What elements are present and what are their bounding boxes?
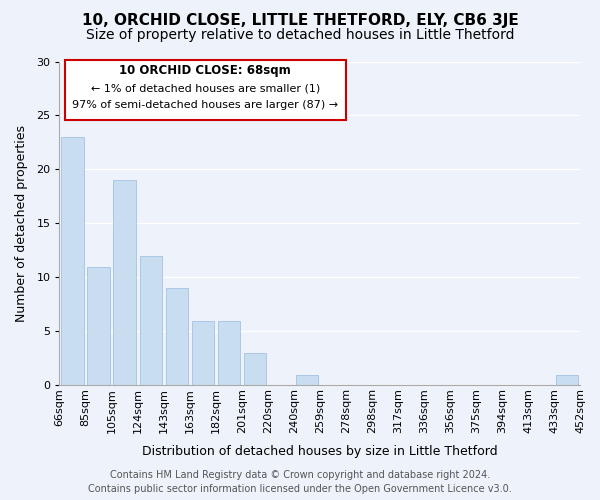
Bar: [296, 374, 318, 386]
Text: Contains HM Land Registry data © Crown copyright and database right 2024.
Contai: Contains HM Land Registry data © Crown c…: [88, 470, 512, 494]
Text: ← 1% of detached houses are smaller (1): ← 1% of detached houses are smaller (1): [91, 83, 320, 93]
Bar: [191, 320, 214, 386]
Bar: [244, 353, 266, 386]
Bar: [556, 374, 578, 386]
Y-axis label: Number of detached properties: Number of detached properties: [15, 125, 28, 322]
Text: Size of property relative to detached houses in Little Thetford: Size of property relative to detached ho…: [86, 28, 514, 42]
Bar: [113, 180, 136, 386]
Bar: [166, 288, 188, 386]
Bar: [61, 137, 83, 386]
X-axis label: Distribution of detached houses by size in Little Thetford: Distribution of detached houses by size …: [142, 444, 497, 458]
Bar: [140, 256, 161, 386]
FancyBboxPatch shape: [65, 60, 346, 120]
Text: 10 ORCHID CLOSE: 68sqm: 10 ORCHID CLOSE: 68sqm: [119, 64, 291, 77]
Bar: [88, 266, 110, 386]
Text: 97% of semi-detached houses are larger (87) →: 97% of semi-detached houses are larger (…: [72, 100, 338, 110]
Bar: [218, 320, 240, 386]
Text: 10, ORCHID CLOSE, LITTLE THETFORD, ELY, CB6 3JE: 10, ORCHID CLOSE, LITTLE THETFORD, ELY, …: [82, 12, 518, 28]
